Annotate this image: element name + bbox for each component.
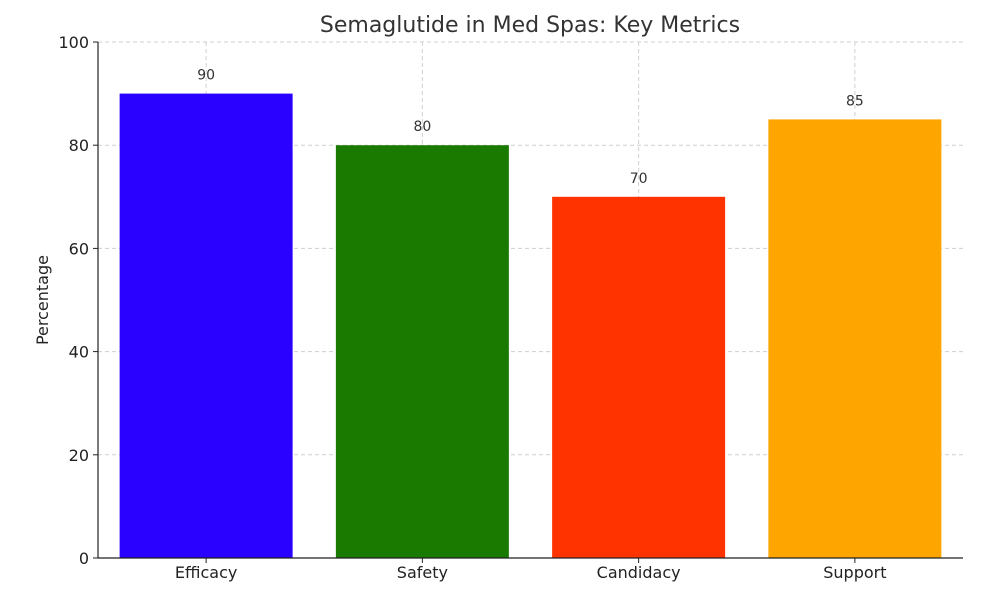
axes: [93, 41, 963, 563]
bars: [119, 93, 942, 559]
bar-efficacy: [119, 93, 293, 558]
x-tick-label-efficacy: Efficacy: [175, 563, 237, 582]
y-tick-labels: 0 20 40 60 80 100: [58, 33, 89, 568]
y-tick-label: 0: [79, 549, 89, 568]
bar-support: [768, 119, 942, 559]
data-label-efficacy: 90: [197, 68, 215, 84]
x-tick-labels: Efficacy Safety Candidacy Support: [175, 563, 887, 582]
x-tick-label-safety: Safety: [397, 563, 448, 582]
data-labels: 90 80 70 85: [197, 68, 864, 187]
bar-candidacy: [552, 196, 726, 559]
chart-title: Semaglutide in Med Spas: Key Metrics: [320, 13, 740, 38]
data-label-safety: 80: [413, 119, 431, 135]
y-tick-label: 40: [69, 343, 89, 362]
y-axis-label: Percentage: [33, 255, 52, 345]
y-tick-label: 20: [69, 446, 89, 465]
x-tick-label-candidacy: Candidacy: [597, 563, 681, 582]
y-tick-label: 100: [58, 33, 89, 52]
data-label-support: 85: [846, 93, 864, 109]
y-tick-label: 60: [69, 239, 89, 258]
data-label-candidacy: 70: [630, 171, 648, 187]
y-tick-label: 80: [69, 136, 89, 155]
x-tick-label-support: Support: [823, 563, 886, 582]
bar-safety: [335, 145, 509, 558]
